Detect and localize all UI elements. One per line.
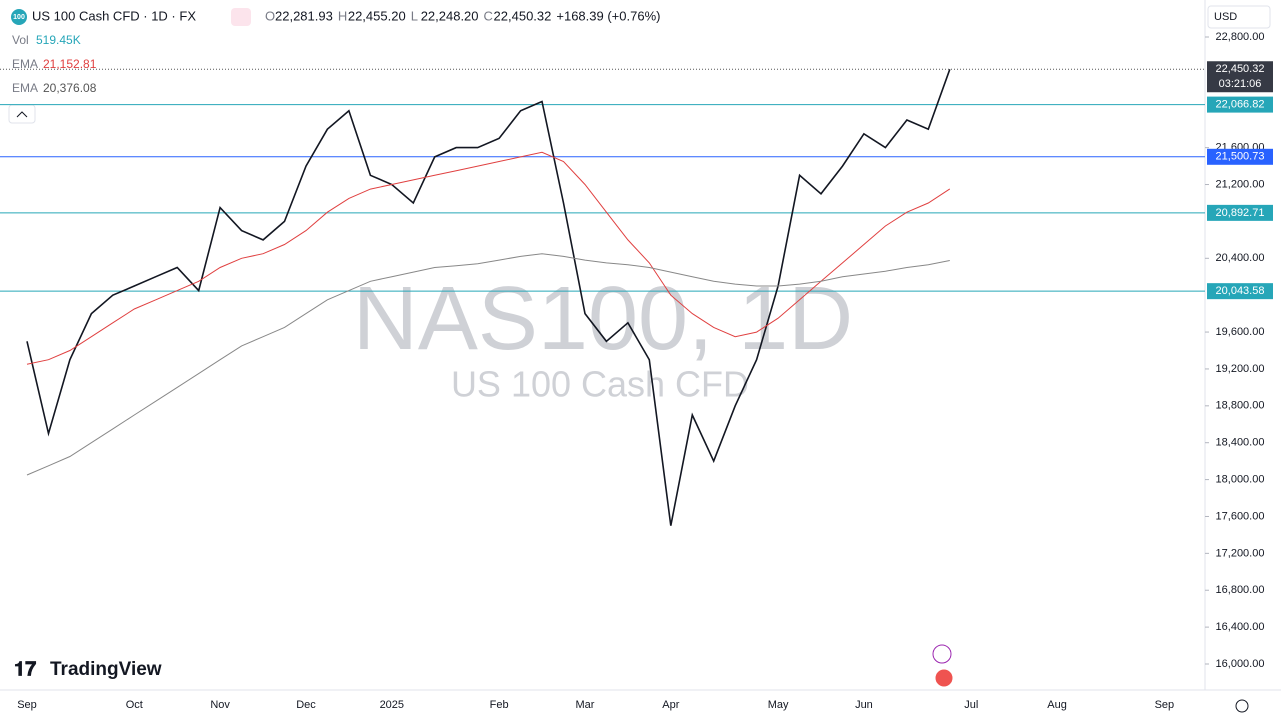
level-label-box bbox=[1207, 204, 1273, 221]
y-tick-label: 17,200.00 bbox=[1216, 547, 1265, 559]
ohlc-value: 22,455.20 bbox=[348, 8, 406, 23]
y-tick-label: 20,400.00 bbox=[1216, 252, 1265, 264]
level-label-box bbox=[1207, 283, 1273, 300]
x-tick-label: May bbox=[768, 699, 789, 711]
volume-value: 519.45K bbox=[36, 33, 81, 47]
last-price-box bbox=[1207, 61, 1273, 93]
ema-value: 21,152.81 bbox=[43, 57, 97, 71]
economic-event-icon[interactable] bbox=[934, 668, 954, 688]
ohlc-key: H bbox=[338, 8, 347, 23]
y-tick-label: 18,000.00 bbox=[1216, 473, 1265, 485]
y-tick-label: 18,400.00 bbox=[1216, 437, 1265, 449]
x-tick-label: Apr bbox=[662, 699, 679, 711]
watermark-name: US 100 Cash CFD bbox=[451, 364, 749, 405]
ema-value: 20,376.08 bbox=[43, 81, 97, 95]
x-tick-label: Feb bbox=[490, 699, 509, 711]
y-tick-label: 21,200.00 bbox=[1216, 178, 1265, 190]
countdown: 03:21:06 bbox=[1219, 78, 1262, 90]
x-tick-label: Jun bbox=[855, 699, 873, 711]
ohlc-value: 22,248.20 bbox=[421, 8, 479, 23]
ohlc-key: C bbox=[484, 8, 493, 23]
x-tick-label: Aug bbox=[1047, 699, 1067, 711]
currency: USD bbox=[1214, 11, 1237, 23]
collapse-icon bbox=[16, 111, 28, 118]
x-tick-label: Dec bbox=[296, 699, 316, 711]
ema-label: EMA bbox=[12, 81, 38, 95]
level-label: 22,066.82 bbox=[1216, 99, 1265, 111]
x-tick-label: Sep bbox=[17, 699, 37, 711]
ema-line bbox=[26, 253, 950, 476]
price-line bbox=[26, 69, 951, 526]
watermark-symbol: NAS100, 1D bbox=[353, 269, 853, 369]
y-tick-label: 17,600.00 bbox=[1216, 510, 1265, 522]
last-price-label: 22,450.32 bbox=[1216, 63, 1265, 75]
y-tick-label: 16,400.00 bbox=[1216, 621, 1265, 633]
x-tick-label: Sep bbox=[1155, 699, 1175, 711]
level-label: 21,500.73 bbox=[1216, 151, 1265, 163]
level-label-box bbox=[1207, 148, 1273, 165]
badge-text: 100 bbox=[13, 14, 25, 21]
y-tick-label: 16,800.00 bbox=[1216, 584, 1265, 596]
volume-label: Vol bbox=[12, 33, 29, 47]
x-tick-label: Mar bbox=[575, 699, 594, 711]
collapse-button[interactable] bbox=[8, 104, 36, 124]
y-tick-label: 19,200.00 bbox=[1216, 363, 1265, 375]
symbol-title: US 100 Cash CFD · 1D · FX bbox=[32, 8, 196, 23]
ohlc-value: 22,450.32 bbox=[494, 8, 552, 23]
ema-line bbox=[26, 151, 951, 365]
y-tick-label: 22,800.00 bbox=[1216, 31, 1265, 43]
x-tick-label: 2025 bbox=[380, 699, 404, 711]
ohlc-value: 22,281.93 bbox=[275, 8, 333, 23]
y-tick-label: 19,600.00 bbox=[1216, 326, 1265, 338]
settings-button[interactable] bbox=[1235, 699, 1249, 713]
x-tick-label: Jul bbox=[964, 699, 978, 711]
price-change: +168.39 (+0.76%) bbox=[556, 8, 660, 23]
logo-mark: 𝟏𝟕 bbox=[14, 658, 36, 680]
y-tick-label: 16,000.00 bbox=[1216, 658, 1265, 670]
compare-button[interactable] bbox=[231, 8, 251, 26]
event-icon[interactable] bbox=[932, 644, 952, 664]
ema-label: EMA bbox=[12, 57, 38, 71]
level-label: 20,892.71 bbox=[1216, 207, 1265, 219]
logo: TradingView bbox=[50, 659, 162, 680]
level-label: 20,043.58 bbox=[1216, 285, 1265, 297]
currency-button[interactable] bbox=[1207, 5, 1271, 29]
ohlc-key: O bbox=[265, 8, 275, 23]
y-tick-label: 18,800.00 bbox=[1216, 400, 1265, 412]
x-tick-label: Oct bbox=[126, 699, 143, 711]
symbol-badge bbox=[11, 9, 27, 25]
level-label-box bbox=[1207, 96, 1273, 113]
ohlc-key: L bbox=[411, 8, 418, 23]
x-tick-label: Nov bbox=[210, 699, 230, 711]
